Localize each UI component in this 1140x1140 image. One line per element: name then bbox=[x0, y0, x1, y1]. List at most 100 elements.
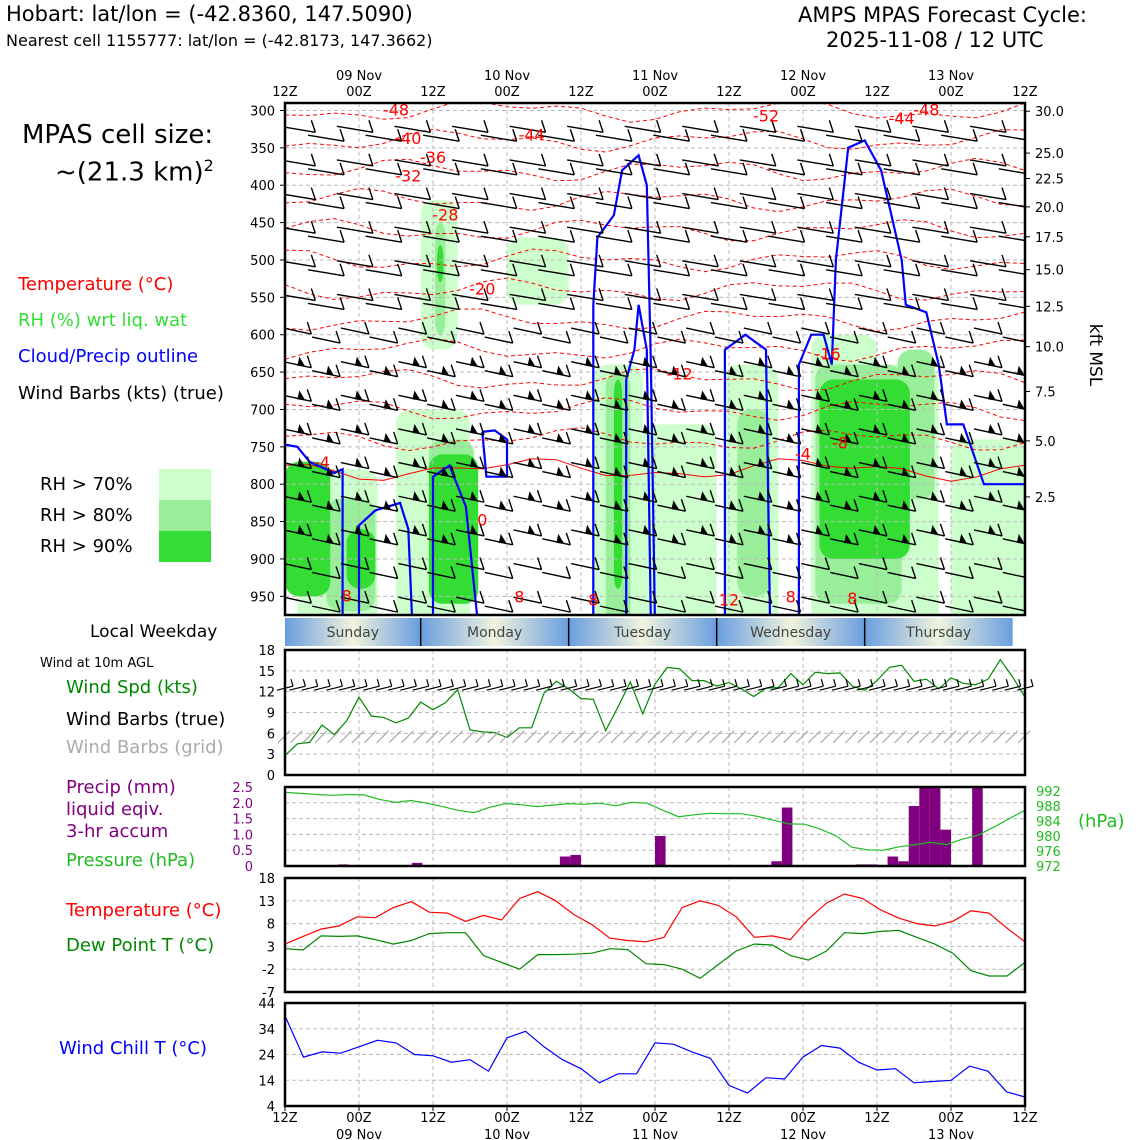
wind-barb-604 bbox=[340, 461, 370, 470]
wind-barb-239 bbox=[742, 263, 748, 276]
wind-barb-flag-714 bbox=[642, 491, 651, 502]
wind-barb-295 bbox=[799, 297, 806, 310]
wind-barb-302 bbox=[883, 302, 920, 311]
wind-barb-275 bbox=[512, 297, 518, 310]
legend-wind-speed: Wind Spd (kts) bbox=[66, 677, 198, 698]
wind-barb-926 bbox=[887, 605, 916, 613]
wind-barb-7 bbox=[397, 129, 403, 142]
wind-barb-421 bbox=[829, 369, 859, 378]
wind-barb-141 bbox=[828, 187, 834, 200]
wind-barb-880 bbox=[973, 562, 1003, 571]
pressure-ytick-5: 972 bbox=[1036, 860, 1061, 875]
wind-barb-216 bbox=[394, 260, 431, 268]
wind-barb-911 bbox=[680, 599, 687, 613]
wind-barb-791 bbox=[652, 523, 658, 537]
wind-barb-319 bbox=[393, 330, 399, 344]
wind-barb-167 bbox=[454, 229, 460, 243]
kft-tick-0: 30.0 bbox=[1035, 105, 1064, 120]
wind-speed-line bbox=[284, 658, 1026, 757]
wind-barb-934 bbox=[1002, 605, 1025, 612]
wind-barb-746 bbox=[968, 499, 974, 512]
wind10-barb-true-35 bbox=[708, 685, 725, 691]
temp-label-13: -4 bbox=[795, 445, 811, 464]
wind-barb-698 bbox=[508, 499, 514, 512]
wind-barb-flag-735 bbox=[844, 500, 853, 511]
wind-barb-820 bbox=[916, 529, 945, 537]
wind-barb-flag-750 bbox=[988, 491, 996, 502]
wind-barb-14 bbox=[480, 134, 517, 142]
wind-barb-776 bbox=[508, 532, 514, 546]
wind10-barb-true-feather-55 bbox=[968, 679, 972, 687]
wind-barb-flag-525 bbox=[326, 432, 335, 443]
kft-tick-8: 7.5 bbox=[1035, 386, 1056, 401]
wind-barb-143 bbox=[857, 196, 863, 209]
legend-wind-chill: Wind Chill T (°C) bbox=[59, 1038, 207, 1059]
wind10-barb-true-feather-0 bbox=[290, 679, 294, 687]
wind-barb-137 bbox=[771, 187, 777, 200]
wind10-barb-true-44 bbox=[819, 685, 836, 691]
wind-barb-626 bbox=[565, 465, 571, 478]
wind10-barb-true-feather-25 bbox=[598, 679, 602, 687]
wind-barb-686 bbox=[393, 499, 399, 512]
wind-barb-188 bbox=[739, 226, 776, 234]
wind-barb-365 bbox=[306, 355, 312, 368]
wind10-barb-true-feather-24 bbox=[586, 679, 590, 687]
wind-barb-485 bbox=[709, 389, 715, 402]
wind-barb-834 bbox=[311, 571, 341, 580]
wind-barb-832 bbox=[285, 563, 312, 571]
wind-barb-205 bbox=[1001, 220, 1007, 234]
wind-barb-345 bbox=[767, 321, 773, 335]
wind-barb-flag-636 bbox=[642, 457, 651, 468]
wind-barb-728 bbox=[795, 499, 802, 512]
wind-barb-769 bbox=[427, 538, 456, 546]
wind-barb-542 bbox=[508, 431, 514, 445]
wind-barb-44 bbox=[912, 125, 949, 133]
wind-barb-171 bbox=[512, 229, 518, 243]
wind-barb-875 bbox=[911, 566, 917, 579]
wind-barb-406 bbox=[686, 361, 715, 369]
wind10-barb-true-50 bbox=[893, 685, 910, 691]
wind-barb-491 bbox=[767, 389, 773, 402]
wind-barb-697 bbox=[484, 504, 513, 512]
wind10-barb-true-19 bbox=[511, 685, 528, 691]
wind-barb-193 bbox=[828, 220, 834, 234]
wind-barb-683 bbox=[364, 490, 370, 503]
wind10-barb-true-12 bbox=[424, 685, 442, 691]
temp-label-14: -4 bbox=[314, 453, 330, 472]
wind10-barb-true-41 bbox=[782, 685, 799, 691]
wind-barb-808 bbox=[801, 529, 830, 537]
wind-barb-flag-414 bbox=[757, 356, 766, 367]
wind-barb-841 bbox=[421, 557, 428, 570]
precip-bar-35 bbox=[655, 835, 666, 866]
wind10-barb-grid-52 bbox=[918, 730, 932, 744]
wind-barb-144 bbox=[854, 192, 892, 201]
wind-barb-887 bbox=[335, 599, 341, 613]
wind-barb-flag-585 bbox=[901, 432, 910, 443]
wind-barb-882 bbox=[1002, 571, 1025, 578]
wind-barb-837 bbox=[364, 557, 370, 570]
wind-barb-23 bbox=[627, 129, 633, 142]
wind-barb-flag-807 bbox=[786, 533, 795, 544]
wind-barb-335 bbox=[623, 330, 629, 344]
wind-barb-24 bbox=[624, 125, 661, 133]
wind-barb-flag-744 bbox=[930, 491, 939, 502]
bottom-date-tick-4: 13 Nov bbox=[928, 1128, 974, 1140]
wind-barb-775 bbox=[484, 538, 513, 546]
pressure-tick-4: 500 bbox=[250, 254, 275, 269]
wind-barb-2 bbox=[307, 134, 345, 142]
wind-barb-133 bbox=[713, 187, 719, 200]
wind10-barb-true-feather-51 bbox=[919, 679, 923, 687]
wind-barb-75 bbox=[627, 162, 633, 176]
wind-barb-530 bbox=[393, 431, 399, 445]
wind-barb-40 bbox=[854, 125, 892, 133]
wind-barb-145 bbox=[886, 187, 892, 200]
wind-barb-448 bbox=[340, 394, 370, 403]
temp-label-1: -52 bbox=[753, 107, 779, 126]
wind-barb-169 bbox=[483, 220, 489, 234]
wind-barb-901 bbox=[536, 590, 543, 604]
wind10-barb-grid-34 bbox=[696, 730, 710, 744]
bottom-time-tick-4: 12Z bbox=[568, 1111, 594, 1126]
wind10-barb-true-feather-29 bbox=[648, 679, 652, 687]
wind-barb-424 bbox=[858, 361, 888, 369]
temp-ytick-2: 8 bbox=[267, 918, 275, 933]
